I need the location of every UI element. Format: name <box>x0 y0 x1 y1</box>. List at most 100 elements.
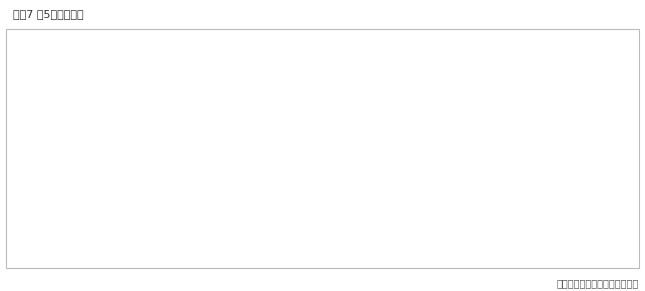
2023 <box>152 99 159 102</box>
2019 <box>244 90 252 94</box>
2018 <box>570 201 578 205</box>
2018 <box>291 174 299 178</box>
2023 <box>524 198 531 202</box>
2022 <box>105 102 113 105</box>
2018 <box>175 141 183 145</box>
2022 <box>244 114 252 117</box>
2020 <box>408 159 415 163</box>
2018 <box>384 186 392 189</box>
2018 <box>268 158 275 161</box>
2023 <box>570 200 578 203</box>
2023 <box>244 113 252 117</box>
Text: 图表7 近5年去库情况: 图表7 近5年去库情况 <box>13 9 83 19</box>
2022 <box>291 124 299 128</box>
2022 <box>524 200 531 204</box>
2020 <box>175 67 183 71</box>
2022 <box>221 110 229 114</box>
2019 <box>431 154 439 158</box>
2019 <box>128 80 136 83</box>
Line: 2022: 2022 <box>86 104 620 203</box>
2018 <box>152 131 159 134</box>
2019 <box>175 83 183 86</box>
2020 <box>570 199 578 202</box>
2021 <box>244 121 252 125</box>
2019 <box>152 79 159 82</box>
2019 <box>477 178 485 182</box>
2020 <box>105 68 113 71</box>
2021 <box>268 127 275 130</box>
2020 <box>221 70 229 74</box>
2023 <box>128 98 136 102</box>
2020 <box>198 68 206 72</box>
2022 <box>361 155 369 158</box>
2023 <box>291 129 299 133</box>
2021 <box>384 169 392 172</box>
2023 <box>593 200 601 204</box>
2019 <box>384 123 392 126</box>
2020 <box>384 145 392 148</box>
2021 <box>291 134 299 137</box>
2023 <box>547 199 555 203</box>
Line: 2019: 2019 <box>86 80 620 199</box>
2018 <box>431 192 439 196</box>
2023 <box>82 100 90 103</box>
2022 <box>431 186 439 189</box>
2020 <box>82 70 90 74</box>
2023 <box>501 196 508 200</box>
Y-axis label: （万吨）: （万吨） <box>30 116 41 140</box>
2021 <box>314 141 322 144</box>
2023 <box>268 121 275 125</box>
2018 <box>524 201 531 204</box>
2020 <box>361 130 369 134</box>
2018 <box>221 153 229 157</box>
2021 <box>221 114 229 118</box>
2018 <box>314 176 322 180</box>
2021 <box>547 201 555 205</box>
2023 <box>617 200 624 203</box>
2021 <box>477 196 485 199</box>
2020 <box>314 109 322 112</box>
2019 <box>408 139 415 143</box>
2018 <box>82 131 90 134</box>
2018 <box>244 154 252 158</box>
2021 <box>524 200 531 204</box>
Line: 2023: 2023 <box>86 100 620 202</box>
2019 <box>268 96 275 100</box>
Line: 2021: 2021 <box>86 101 620 203</box>
2023 <box>431 185 439 189</box>
2019 <box>221 87 229 90</box>
2021 <box>431 184 439 187</box>
2022 <box>384 167 392 171</box>
2018 <box>105 127 113 131</box>
2022 <box>175 104 183 108</box>
2021 <box>454 192 462 195</box>
2023 <box>175 100 183 104</box>
Text: 数据来源：卓创资讯、国元期货: 数据来源：卓创资讯、国元期货 <box>556 278 639 288</box>
2022 <box>152 102 159 106</box>
2018 <box>454 195 462 198</box>
2021 <box>361 158 369 162</box>
2023 <box>314 139 322 142</box>
2018 <box>198 152 206 155</box>
2021 <box>128 100 136 103</box>
2021 <box>617 200 624 204</box>
2021 <box>570 201 578 205</box>
2022 <box>408 179 415 182</box>
2019 <box>337 109 345 112</box>
2020 <box>268 90 275 94</box>
2020 <box>244 80 252 84</box>
2021 <box>175 105 183 109</box>
2018 <box>361 184 369 188</box>
2023 <box>198 103 206 106</box>
2022 <box>454 192 462 195</box>
2020 <box>547 198 555 201</box>
2021 <box>82 101 90 104</box>
2018 <box>128 130 136 133</box>
2018 <box>593 201 601 205</box>
2019 <box>105 89 113 93</box>
2022 <box>82 104 90 108</box>
2021 <box>105 100 113 103</box>
2018 <box>617 201 624 205</box>
2022 <box>547 201 555 205</box>
2020 <box>337 118 345 121</box>
